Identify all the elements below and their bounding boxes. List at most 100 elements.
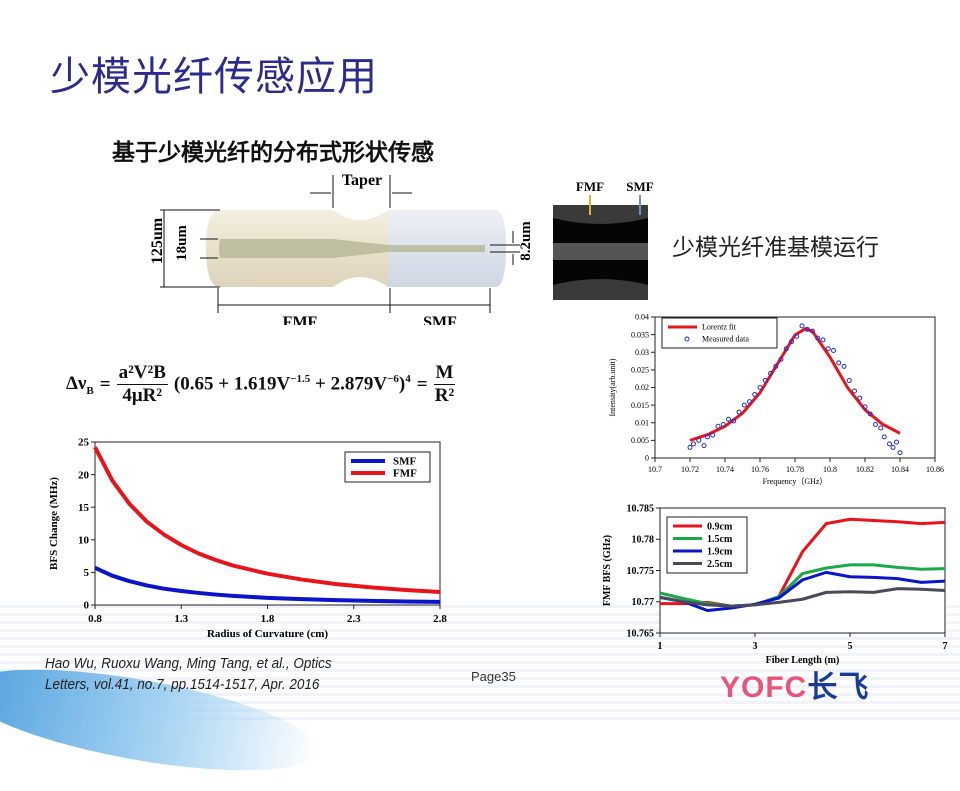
formula-exp2: −6 [387, 373, 399, 386]
x-tick-label: 10.84 [891, 465, 909, 474]
data-point [715, 423, 721, 429]
data-point [890, 444, 896, 450]
data-point [762, 377, 768, 383]
legend-marker [684, 336, 690, 342]
citation: Hao Wu, Ruoxu Wang, Ming Tang, et al., O… [45, 653, 332, 695]
y-axis-label: Intensity(arb.unit) [608, 358, 617, 416]
y-axis-label: FMF BFS (GHz) [602, 535, 613, 606]
formula-term1: (0.65 + 1.619V [173, 373, 291, 395]
y-tick-label: 0 [645, 454, 649, 463]
data-point [887, 441, 892, 447]
data-point [741, 402, 747, 408]
x-tick-label: 10.74 [716, 465, 734, 474]
data-point [691, 441, 696, 447]
data-point [815, 335, 821, 341]
data-point [862, 404, 868, 410]
page-number: Page35 [471, 669, 516, 684]
x-axis-label: Radius of Curvature (cm) [207, 628, 328, 640]
formula-pow: 4 [405, 373, 411, 386]
data-point [897, 450, 903, 456]
data-point [878, 425, 884, 431]
x-tick-label: 3 [753, 641, 758, 652]
data-point [720, 422, 726, 428]
x-tick-label: 10.8 [823, 465, 837, 474]
y-tick-label: 10.77 [632, 597, 655, 608]
slide-title: 少模光纤传感应用 [50, 54, 378, 100]
legend-label: FMF [393, 468, 417, 480]
y-tick-label: 0.03 [635, 348, 649, 357]
microscope-image: FMF SMF [553, 179, 654, 300]
y-tick-label: 0.04 [635, 313, 649, 322]
data-point [731, 418, 737, 424]
x-tick-label: 10.76 [751, 465, 769, 474]
y-tick-label: 10.775 [627, 566, 655, 577]
data-point [857, 395, 863, 401]
y-tick-label: 10.765 [627, 628, 655, 639]
series-line-2-5cm [659, 587, 946, 608]
legend-label: SMF [393, 456, 417, 468]
formula-lhs: Δν [66, 372, 87, 394]
data-point [881, 434, 887, 440]
data-point [873, 422, 878, 428]
data-point [778, 356, 784, 362]
data-point [726, 416, 731, 422]
series-line-lorentz-fit [689, 327, 901, 442]
legend-label: Measured data [702, 335, 749, 344]
logo-chinese: 长飞 [807, 671, 870, 704]
y-tick-label: 10.785 [627, 503, 655, 514]
data-point [736, 409, 742, 415]
data-point [804, 326, 810, 332]
data-point [794, 333, 800, 339]
smf-core-label: 8.2um [518, 221, 534, 261]
x-tick-label: 10.72 [681, 465, 699, 474]
series-line-1-9cm [659, 570, 946, 612]
formula-den2: R² [434, 385, 455, 406]
yofc-logo: YOFC长飞 [720, 662, 869, 706]
x-tick-label: 7 [943, 641, 948, 652]
fmf-label: FMF [283, 314, 318, 325]
data-point [783, 346, 789, 352]
data-point [852, 388, 857, 394]
y-tick-label: 0.02 [635, 383, 649, 392]
y-tick-label: 0.01 [635, 418, 649, 427]
x-tick-label: 1 [658, 641, 663, 652]
formula-num2: M [433, 362, 456, 385]
x-tick-label: 2.3 [347, 613, 361, 625]
data-point [799, 323, 805, 329]
data-point [894, 439, 899, 445]
data-point [696, 437, 702, 443]
citation-line-2: Letters, vol.41, no.7, pp.1514-1517, Apr… [45, 676, 320, 693]
y-tick-label: 0.005 [631, 436, 649, 445]
y-tick-label: 25 [78, 437, 90, 449]
x-tick-label: 10.7 [648, 465, 662, 474]
bfs-formula: ΔνB = a²V²B 4μR² (0.65 + 1.619V−1.5 + 2.8… [66, 362, 456, 407]
data-point [831, 347, 836, 353]
legend-label: 1.5cm [707, 534, 733, 545]
cladding-diameter-label: 125um [149, 217, 166, 264]
x-tick-label: 10.78 [786, 465, 804, 474]
series-line-smf [94, 566, 441, 604]
x-tick-label: 5 [848, 641, 853, 652]
formula-exp1: −1.5 [290, 373, 311, 386]
taper-label: Taper [342, 172, 382, 189]
data-point [836, 360, 842, 366]
formula-term2: + 2.879V [310, 373, 388, 395]
x-tick-label: 0.8 [88, 613, 102, 625]
formula-eq2: = [416, 373, 428, 395]
data-point [757, 385, 763, 390]
x-axis-label: Frequency（GHz） [763, 477, 828, 486]
y-axis-label: BFS Change (MHz) [48, 477, 60, 570]
y-tick-label: 10.78 [632, 535, 655, 546]
legend-box [661, 317, 778, 349]
y-tick-label: 20 [78, 469, 90, 481]
data-point [773, 363, 779, 369]
micro-fmf-label: FMF [576, 179, 604, 194]
x-tick-label: 2.8 [433, 613, 447, 625]
formula-den: 4μR² [122, 385, 163, 406]
series-line-fmf [93, 446, 441, 594]
data-point [846, 377, 852, 383]
data-point [810, 328, 815, 334]
logo-text: YOFC [720, 671, 808, 704]
fiber-core [219, 239, 485, 258]
